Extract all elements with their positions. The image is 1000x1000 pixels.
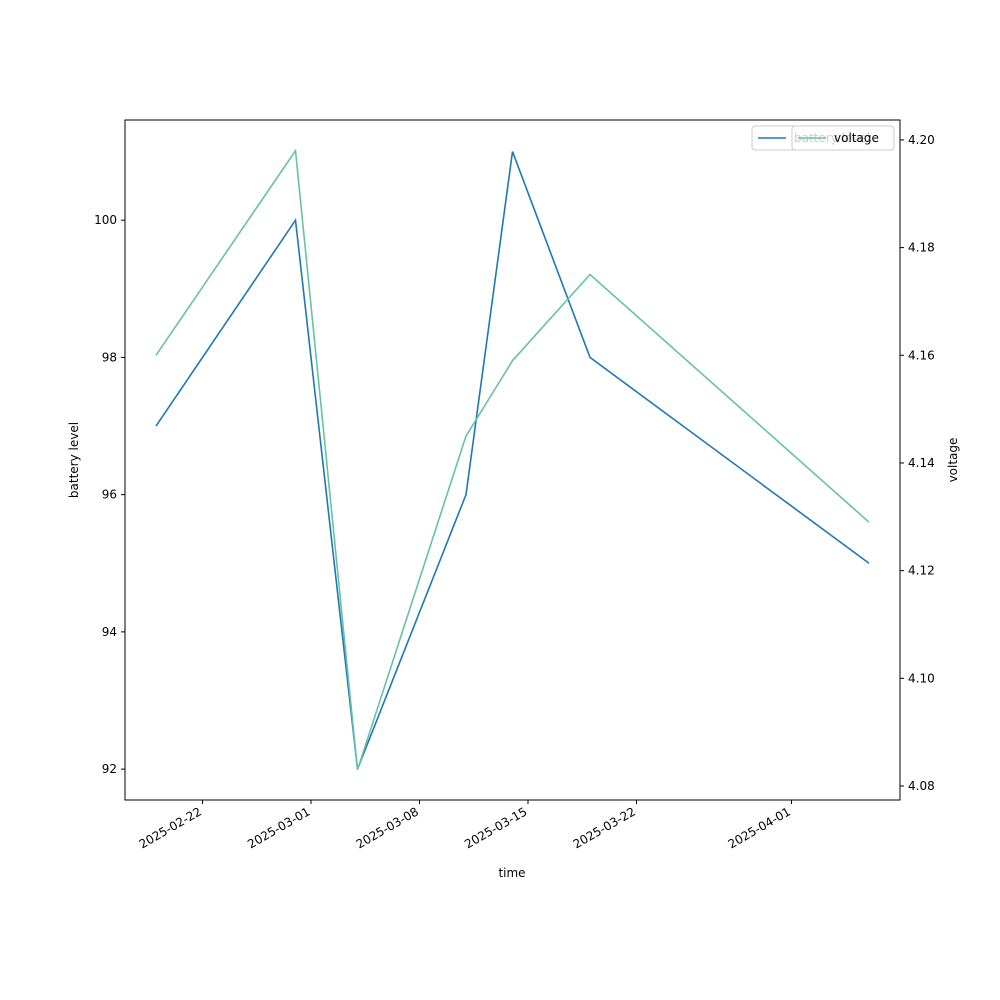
x-tick-label: 2025-04-01 <box>726 804 793 851</box>
x-tick-label: 2025-03-08 <box>354 804 421 851</box>
y-tick-label: 96 <box>102 488 117 502</box>
legend-label: voltage <box>834 131 879 145</box>
y-tick-label: 100 <box>94 213 117 227</box>
legend-box <box>791 125 895 151</box>
x-tick-label: 2025-03-15 <box>462 804 529 851</box>
y2-tick-label: 4.10 <box>908 671 935 685</box>
x-tick-label: 2025-03-22 <box>571 804 638 851</box>
x-tick-label: 2025-02-22 <box>137 804 204 851</box>
plot-frame <box>124 119 901 801</box>
y-axis-label: battery level <box>67 422 81 498</box>
y2-tick-label: 4.16 <box>908 348 935 362</box>
y-tick-label: 92 <box>102 762 117 776</box>
y2-tick-label: 4.12 <box>908 564 935 578</box>
y2-tick-label: 4.20 <box>908 133 935 147</box>
y2-tick-label: 4.14 <box>908 456 935 470</box>
x-axis-label: time <box>498 866 525 880</box>
series-line <box>155 151 870 770</box>
x-tick-label: 2025-03-01 <box>245 804 312 851</box>
y2-tick-label: 4.08 <box>908 779 935 793</box>
y-tick-label: 94 <box>102 625 117 639</box>
series-line <box>155 148 870 771</box>
y-tick-label: 98 <box>102 350 117 364</box>
y2-axis-label: voltage <box>946 438 960 483</box>
y2-tick-label: 4.18 <box>908 241 935 255</box>
